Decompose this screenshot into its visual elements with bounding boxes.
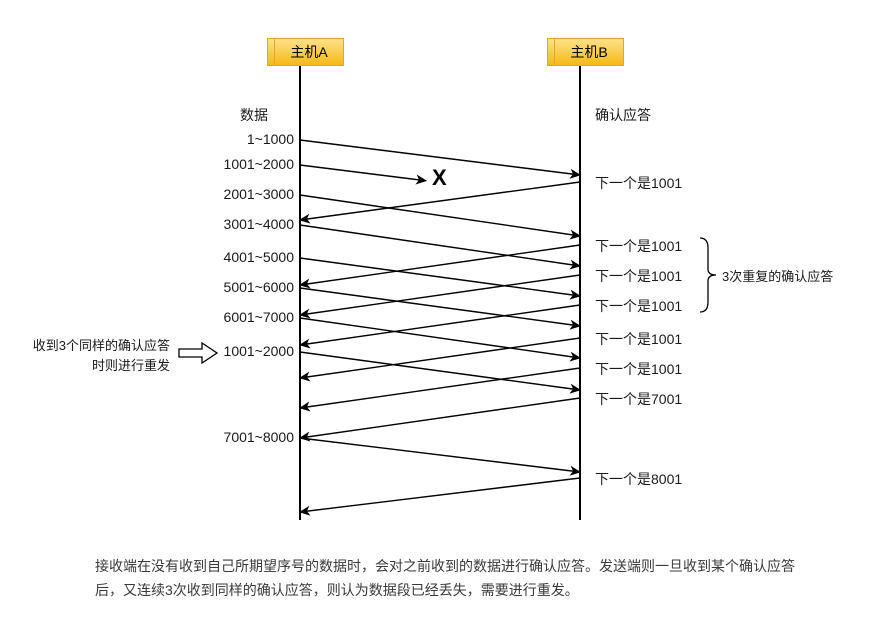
retransmit-note-line2: 时则进行重发 [92, 358, 170, 373]
diagram-canvas: 主机A 主机B 数据 确认应答 1~10001001~20002001~3000… [0, 0, 884, 624]
retransmit-note-line1: 收到3个同样的确认应答 [33, 338, 170, 353]
data-segment-label: 2001~3000 [210, 186, 294, 202]
ack-label: 下一个是1001 [595, 173, 682, 193]
data-segment-label: 4001~5000 [210, 249, 294, 265]
ack-label: 下一个是1001 [595, 296, 682, 316]
svg-layer [0, 0, 884, 624]
packet-lost-marker: X [432, 165, 447, 191]
diagram-caption: 接收端在没有收到自己所期望序号的数据时，会对之前收到的数据进行确认应答。发送端则… [95, 555, 795, 603]
ack-label: 下一个是1001 [595, 359, 682, 379]
hollow-arrow-icon [178, 342, 218, 364]
data-segment-label: 5001~6000 [210, 279, 294, 295]
retransmit-note: 收到3个同样的确认应答 时则进行重发 [30, 336, 170, 375]
data-segment-label: 7001~8000 [210, 429, 294, 445]
ack-label: 下一个是8001 [595, 469, 682, 489]
ack-label: 下一个是7001 [595, 389, 682, 409]
data-segment-label: 1001~2000 [210, 343, 294, 359]
data-segment-label: 1001~2000 [210, 156, 294, 172]
data-segment-label: 6001~7000 [210, 309, 294, 325]
triple-ack-note: 3次重复的确认应答 [722, 266, 833, 285]
ack-label: 下一个是1001 [595, 266, 682, 286]
data-segment-label: 1~1000 [210, 131, 294, 147]
ack-label: 下一个是1001 [595, 236, 682, 256]
ack-label: 下一个是1001 [595, 329, 682, 349]
data-segment-label: 3001~4000 [210, 216, 294, 232]
